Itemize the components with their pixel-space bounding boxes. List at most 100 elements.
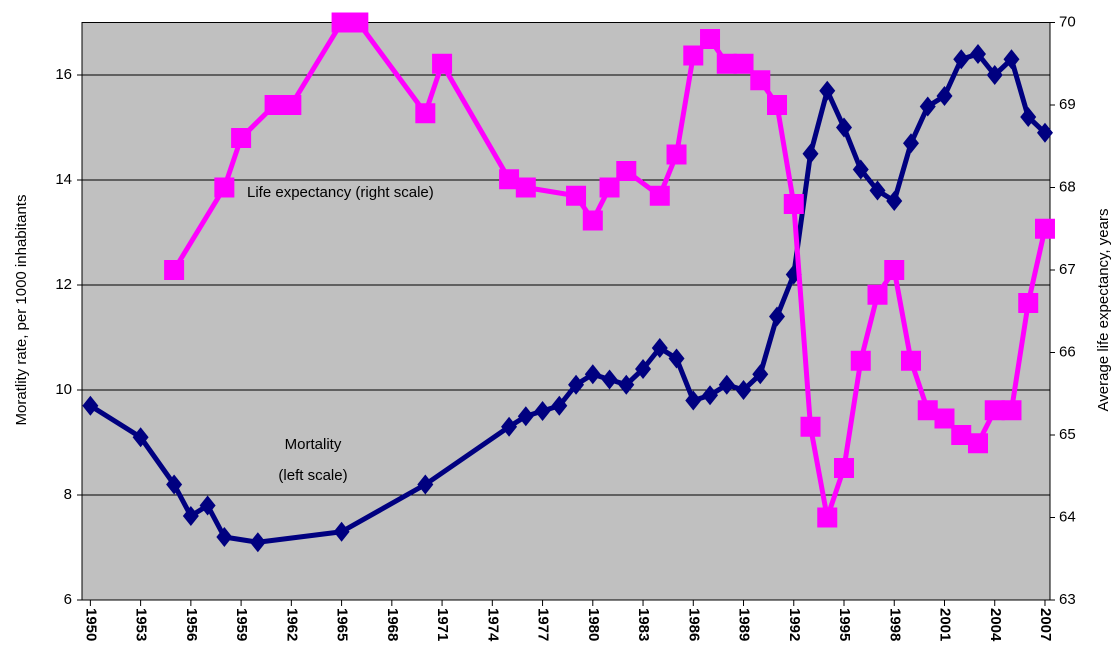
marker: [214, 177, 235, 198]
x-tick-label: 1971: [434, 608, 451, 641]
x-tick-label: 1989: [736, 608, 753, 641]
marker: [867, 284, 888, 305]
x-tick-label: 1983: [635, 608, 652, 641]
x-tick-label: 2001: [937, 608, 954, 641]
plot-area: [81, 22, 1051, 601]
marker: [750, 70, 771, 91]
y-tick-label: 16: [55, 66, 72, 83]
y2-tick-label: 68: [1059, 178, 1076, 195]
marker: [517, 406, 534, 427]
x-tick-label: 1995: [836, 608, 853, 641]
marker: [934, 408, 955, 429]
marker: [800, 416, 821, 437]
marker: [900, 350, 921, 371]
marker: [869, 180, 886, 201]
marker: [432, 53, 453, 74]
marker: [582, 210, 603, 231]
y-tick-label: 6: [64, 591, 72, 608]
marker: [685, 390, 702, 411]
marker: [769, 306, 786, 327]
y2-tick-label: 67: [1059, 261, 1076, 278]
marker: [333, 521, 350, 542]
x-tick-label: 1974: [484, 608, 501, 642]
marker: [568, 374, 585, 395]
annotation: (left scale): [278, 467, 347, 484]
marker: [767, 95, 788, 115]
marker: [166, 474, 183, 495]
y-axis-title: Moratlity rate, per 1000 inhabitants: [13, 195, 30, 426]
marker: [917, 400, 938, 421]
marker: [936, 86, 953, 106]
marker: [231, 128, 252, 148]
marker: [264, 95, 285, 115]
marker: [281, 95, 302, 115]
marker: [651, 338, 668, 358]
y-tick-label: 10: [55, 381, 72, 398]
y2-axis-title: Average life expectancy, years: [1095, 209, 1112, 412]
marker: [702, 385, 719, 406]
marker: [182, 506, 199, 526]
marker: [1018, 293, 1039, 313]
marker: [834, 458, 855, 478]
marker: [415, 103, 436, 124]
marker: [951, 425, 972, 445]
marker: [819, 80, 836, 101]
x-tick-label: 1998: [886, 608, 903, 641]
marker: [969, 44, 986, 64]
marker: [716, 53, 737, 74]
x-tick-label: 1980: [585, 608, 602, 641]
annotation: Life expectancy (right scale): [247, 184, 434, 201]
x-tick-label: 1950: [82, 608, 99, 641]
marker: [666, 144, 687, 165]
y2-tick-label: 66: [1059, 343, 1076, 360]
x-tick-label: 1986: [685, 608, 702, 641]
marker: [700, 29, 721, 49]
y-tick-label: 14: [55, 171, 72, 188]
marker: [499, 169, 520, 190]
marker: [618, 374, 635, 395]
x-tick-label: 2007: [1037, 608, 1054, 641]
marker: [649, 185, 670, 206]
marker: [802, 143, 819, 164]
marker: [616, 161, 637, 181]
marker: [584, 364, 601, 385]
marker: [216, 527, 233, 547]
marker: [82, 395, 99, 416]
marker: [718, 374, 735, 395]
marker: [783, 194, 804, 214]
marker: [132, 427, 149, 448]
y2-tick-label: 63: [1059, 591, 1076, 608]
marker: [566, 185, 587, 206]
marker: [501, 416, 518, 437]
marker: [884, 260, 905, 280]
marker: [668, 348, 685, 369]
marker: [551, 395, 568, 416]
marker: [601, 369, 618, 390]
y-tick-label: 8: [64, 486, 72, 503]
marker: [817, 507, 838, 528]
marker: [1036, 122, 1053, 143]
marker: [967, 433, 988, 454]
x-tick-label: 1992: [786, 608, 803, 641]
marker: [919, 96, 936, 117]
marker: [534, 401, 551, 421]
marker: [348, 12, 369, 33]
x-tick-label: 1968: [384, 608, 401, 641]
marker: [902, 133, 919, 154]
annotation: Mortality: [285, 436, 342, 453]
x-tick-label: 1977: [535, 608, 552, 641]
marker: [886, 191, 903, 211]
x-tick-label: 1959: [233, 608, 250, 641]
x-tick-label: 1953: [133, 608, 150, 641]
x-tick-label: 1962: [283, 608, 300, 641]
marker: [986, 65, 1003, 85]
marker: [850, 350, 871, 371]
marker: [249, 532, 266, 553]
marker: [1020, 107, 1037, 127]
marker: [515, 177, 536, 198]
y2-tick-label: 70: [1059, 13, 1076, 30]
marker: [331, 12, 352, 33]
x-tick-label: 2004: [987, 608, 1004, 642]
y-tick-label: 12: [55, 276, 72, 293]
y2-tick-label: 69: [1059, 96, 1076, 113]
